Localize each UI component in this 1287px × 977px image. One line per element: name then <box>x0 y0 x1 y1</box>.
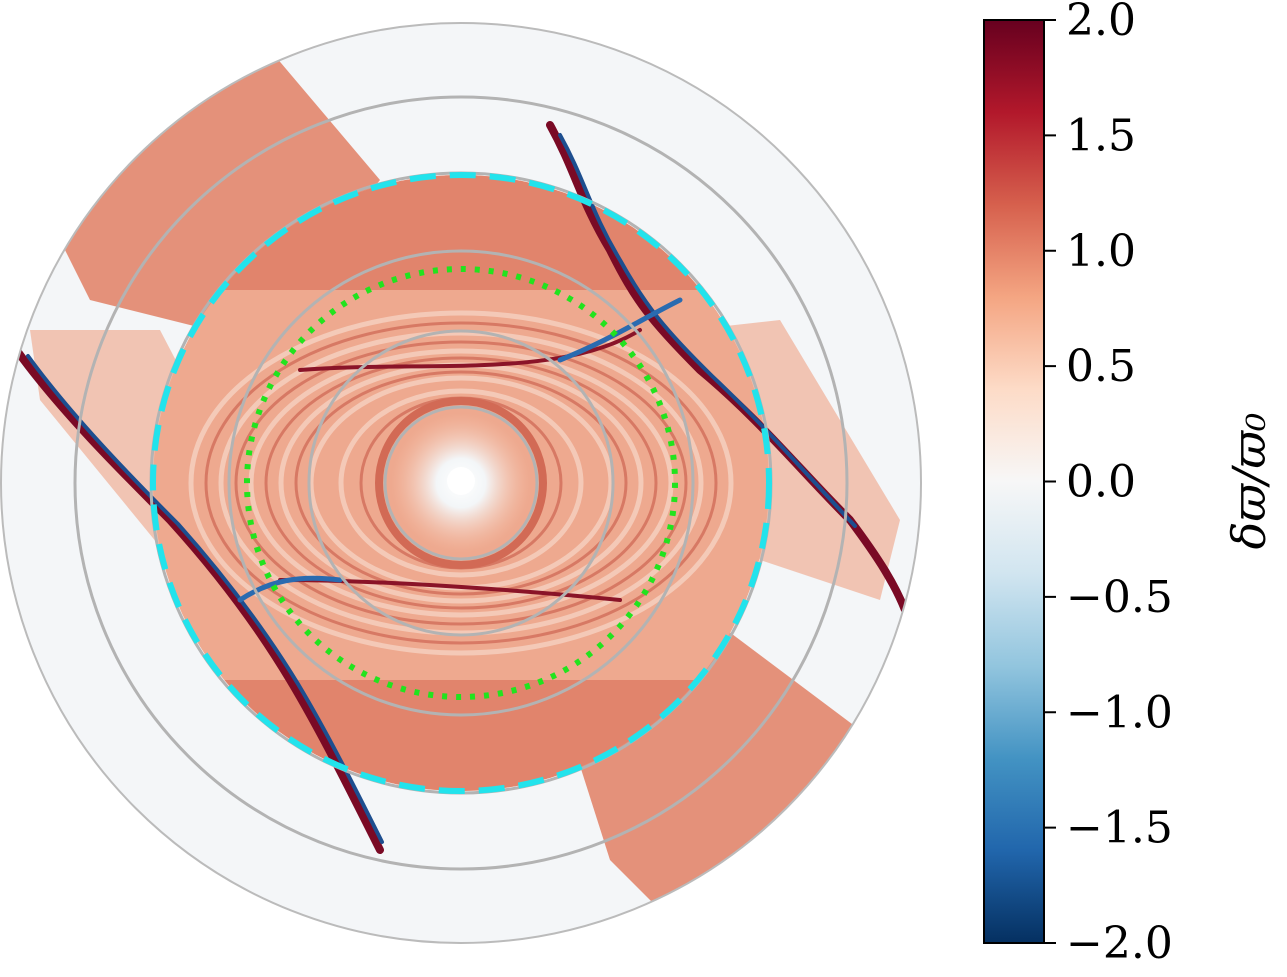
dashed-overlay-circle <box>150 172 772 794</box>
shock-front-upper-right <box>546 121 909 614</box>
colorbar-tick-label: 1.5 <box>1066 110 1136 161</box>
inner-wave-lower-blue <box>237 575 343 603</box>
colorbar-tick-label: 2.0 <box>1066 0 1136 46</box>
colorbar: 2.0 1.5 1.0 0.5 0.0 −0.5 −1.0 −1.5 −2.0 δϖ/ϖ₀ <box>983 0 1276 969</box>
colorbar-tick-label: 0.0 <box>1066 457 1136 508</box>
colorbar-tick-label: 1.0 <box>1066 226 1136 277</box>
grid-ring-1 <box>383 405 539 561</box>
grid-ring-2 <box>307 329 615 637</box>
central-hole <box>447 467 475 495</box>
colorbar-tick-label: −2.0 <box>1066 918 1173 969</box>
shock-front-lower-left <box>14 348 384 854</box>
central-ring <box>375 397 547 569</box>
ripple-stripes <box>188 310 734 656</box>
dotted-overlay-circle <box>244 266 678 700</box>
inner-wave-upper-blue <box>557 297 683 363</box>
colorbar-tick-label: −1.5 <box>1066 803 1173 854</box>
shock-fronts <box>14 121 909 854</box>
grid-ring-5 <box>73 95 849 871</box>
colorbar-label: δϖ/ϖ₀ <box>1222 413 1276 550</box>
colorbar-tick-label: −1.0 <box>1066 687 1173 738</box>
colorbar-tick-label: −0.5 <box>1066 572 1173 623</box>
polar-plot-area <box>1 23 921 943</box>
polar-frame <box>0 22 922 944</box>
shock-front-lower-left-blue <box>26 354 384 844</box>
grid-ring-3 <box>227 249 695 717</box>
colorbar-ticks: 2.0 1.5 1.0 0.5 0.0 −0.5 −1.0 −1.5 −2.0 <box>1044 0 1173 969</box>
colorbar-gradient <box>983 19 1045 944</box>
colorbar-tick-label: 0.5 <box>1066 341 1136 392</box>
inner-wave-upper <box>298 328 642 372</box>
